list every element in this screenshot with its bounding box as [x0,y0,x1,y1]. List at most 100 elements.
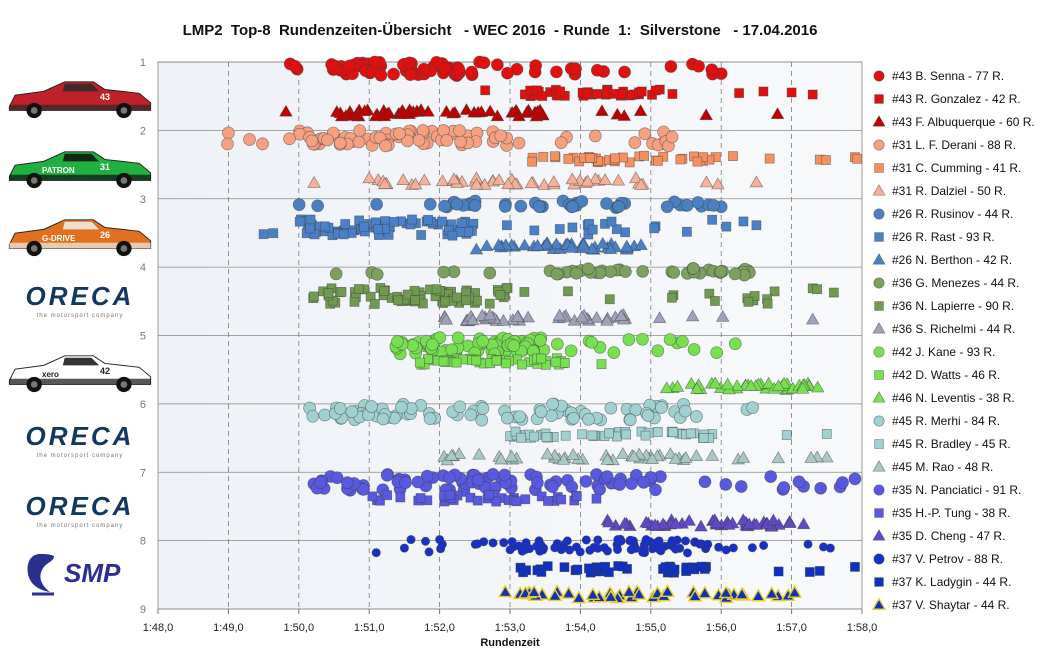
data-point [417,173,432,186]
data-point [667,536,677,546]
data-point [554,136,568,149]
data-point [654,544,664,555]
data-point [696,561,707,572]
legend-item: #42 J. Kane - 93 R. [872,340,1047,363]
data-point [611,173,626,186]
data-point [444,490,455,500]
data-point [407,214,417,225]
data-point [307,175,321,188]
series-21 [600,513,811,532]
data-point [309,291,319,302]
data-point [483,308,497,321]
data-point [516,432,527,443]
legend-symbol [873,414,885,427]
smp-wordmark: SMP [64,558,121,588]
data-point [370,268,384,281]
data-point [423,412,437,425]
data-point [399,476,412,489]
data-point [325,58,338,71]
data-point [736,450,751,463]
data-point [581,262,595,276]
data-point [457,218,467,229]
data-point [668,427,679,438]
data-point [399,543,409,553]
data-point [820,155,831,165]
data-point [370,197,383,211]
legend-marker [872,252,886,265]
data-point [721,221,732,232]
data-point [667,266,681,279]
oreca-tagline: the motorsport company [36,523,124,529]
data-point [804,450,818,463]
data-point [340,219,351,229]
data-point [353,284,364,294]
data-point [530,104,545,117]
legend-label: #31 C. Cumming - 41 R. [892,160,1022,175]
legend-marker [873,69,885,82]
legend-marker [874,507,884,518]
data-point [540,447,555,460]
car-31-green-logo: 31 PATRON [2,148,158,195]
y-tick-label: 2 [140,125,146,137]
data-point [770,107,785,119]
data-point [416,230,427,240]
legend-item: #42 D. Watts - 46 R. [872,363,1047,386]
data-point [305,214,316,225]
data-point [796,517,811,530]
data-point [221,137,234,151]
data-point [453,400,467,414]
data-point [641,409,655,422]
data-point [532,565,543,576]
data-point [438,199,451,213]
data-point [504,449,519,462]
data-point [517,359,527,370]
legend-symbol [872,597,886,610]
data-point [781,430,792,440]
data-point [513,410,527,423]
data-point [453,124,466,137]
data-point [850,561,860,572]
data-point [505,545,515,555]
data-point [805,312,820,325]
data-point [564,545,575,555]
data-point [495,290,506,301]
data-point [440,134,454,147]
data-point [721,545,731,555]
data-point [593,535,603,545]
data-point [357,104,372,117]
data-point [728,337,742,351]
data-point [472,447,486,460]
legend-label: #42 J. Kane - 93 R. [892,344,996,359]
legend-item: #45 R. Bradley - 45 R. [872,432,1047,455]
data-point [492,173,506,186]
legend-marker [874,162,884,173]
car-43-red-logo: 43 [2,78,158,125]
data-point [563,153,574,164]
data-point [305,134,319,148]
data-point [529,431,540,442]
series-4 [221,124,679,153]
data-point [521,565,531,576]
data-point [572,564,583,575]
data-point [650,85,661,96]
data-point [604,401,618,415]
series-20 [367,490,602,507]
data-point [715,309,730,322]
data-point [624,157,635,168]
data-point [329,267,343,281]
data-point [663,333,677,346]
data-point [362,171,377,184]
x-tick-label: 1:58,0 [847,622,878,634]
data-point [531,476,544,490]
data-point [567,222,578,233]
legend-marker [873,276,885,289]
data-point [613,478,626,491]
data-point [599,543,609,553]
x-tick-label: 1:49,0 [213,622,244,634]
data-point [593,483,606,496]
data-point [623,413,637,427]
data-point [517,238,532,251]
data-point [406,535,416,545]
data-point [620,227,631,238]
data-point [692,59,705,73]
